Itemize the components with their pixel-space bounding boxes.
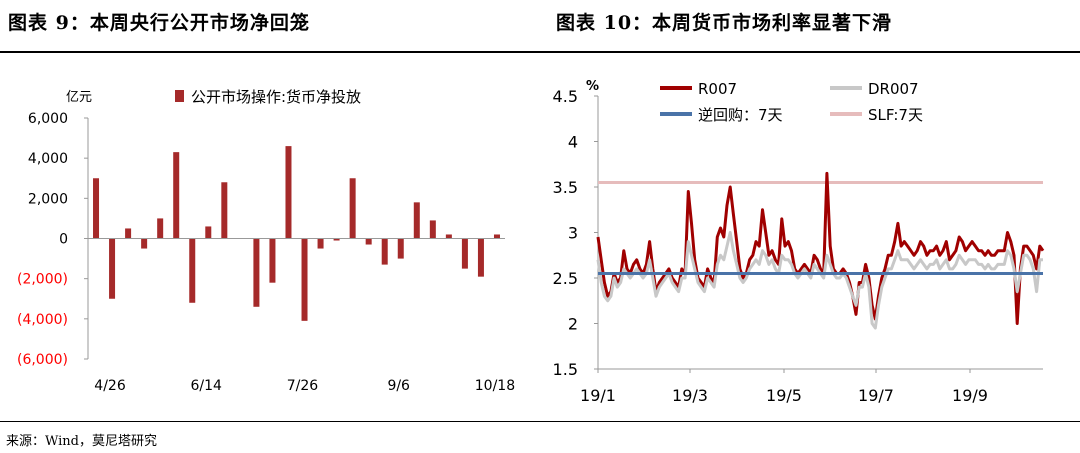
series-line-r007 — [596, 171, 1045, 325]
bottom-rule — [0, 421, 1080, 422]
right-y-unit: % — [586, 79, 599, 94]
left-legend-swatch — [175, 90, 184, 102]
bar — [125, 228, 132, 239]
right-y-tick-label: 4.5 — [553, 87, 578, 106]
bar — [141, 238, 148, 249]
money-market-rate-line-chart: % R007 DR007 逆回购：7天 SLF:7天 1.5 2 2.5 3 3.5 4 4… — [553, 79, 1045, 405]
right-x-tick-label: 19/1 — [580, 386, 616, 405]
right-x-tick-label: 19/9 — [952, 386, 988, 405]
bar — [365, 238, 372, 245]
bar — [317, 238, 324, 249]
bar — [445, 234, 452, 239]
bar — [413, 202, 420, 239]
bar — [429, 220, 436, 239]
left-chart-title: 图表 9：本周央行公开市场净回笼 — [8, 12, 310, 34]
bar — [269, 238, 276, 283]
bar — [397, 238, 404, 259]
right-y-tick-label: 1.5 — [553, 360, 578, 379]
bar — [477, 238, 484, 277]
left-y-unit: 亿元 — [66, 90, 92, 105]
bar — [109, 238, 116, 299]
legend-label-reverse-repo: 逆回购：7天 — [698, 106, 783, 124]
bar — [301, 238, 308, 321]
left-legend-label: 公开市场操作:货币净投放 — [191, 88, 361, 106]
bar — [157, 218, 164, 239]
bar — [349, 178, 356, 239]
left-y-tick-label: (2,000) — [17, 272, 68, 288]
left-x-tick-label: 6/14 — [191, 378, 223, 394]
right-y-tick-label: 2 — [568, 315, 578, 334]
right-y-tick-label: 3 — [568, 224, 578, 243]
right-chart-title: 图表 10：本周货币市场利率显著下滑 — [556, 12, 893, 34]
right-x-tick-label: 19/7 — [858, 386, 894, 405]
left-x-tick-label: 10/18 — [475, 378, 515, 394]
bar — [221, 182, 228, 239]
left-x-tick-label: 4/26 — [94, 378, 126, 394]
left-y-tick-label: 0 — [59, 232, 68, 248]
net-injection-bar-chart: 亿元 公开市场操作:货币净投放 6,000 4,000 2,000 0 (2,000) (… — [17, 88, 515, 394]
bar — [381, 238, 388, 265]
bar — [333, 238, 340, 241]
left-x-tick-label: 7/26 — [287, 378, 319, 394]
bar — [173, 152, 180, 239]
right-y-tick-label: 3.5 — [553, 178, 578, 197]
left-y-tick-label: (4,000) — [17, 312, 68, 328]
right-y-tick-label: 2.5 — [553, 269, 578, 288]
right-x-tick-label: 19/5 — [766, 386, 802, 405]
left-y-tick-label: (6,000) — [17, 352, 68, 368]
bar — [253, 238, 260, 307]
source-note: 来源：Wind，莫尼塔研究 — [6, 434, 157, 449]
bar — [93, 178, 100, 239]
right-y-tick-label: 4 — [568, 133, 578, 152]
bar — [189, 238, 196, 303]
bar — [285, 146, 292, 239]
left-y-tick-label: 6,000 — [28, 111, 68, 127]
left-y-tick-label: 4,000 — [28, 151, 68, 167]
legend-label-r007: R007 — [698, 80, 737, 98]
legend-label-dr007: DR007 — [868, 80, 919, 98]
legend-label-slf: SLF:7天 — [868, 106, 923, 124]
bar — [461, 238, 468, 269]
bar — [493, 234, 500, 239]
top-rule — [0, 51, 1080, 53]
left-x-tick-label: 9/6 — [387, 378, 410, 394]
left-y-tick-label: 2,000 — [28, 191, 68, 207]
bar — [205, 226, 212, 239]
right-x-tick-label: 19/3 — [672, 386, 708, 405]
